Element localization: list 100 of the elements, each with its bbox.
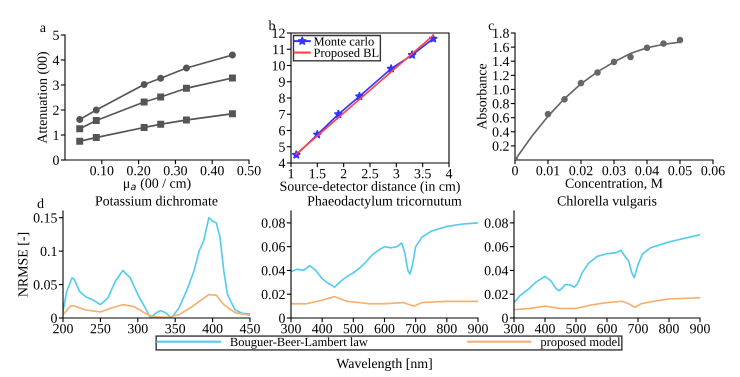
y-tick-label: 0 (53, 156, 59, 165)
y-tick-label: 0.08 (484, 218, 508, 228)
x-tick-label: 1 (288, 169, 294, 178)
x-tick-label: 450 (240, 324, 260, 334)
legend-label: proposed model (540, 337, 620, 349)
chart-title: Phaeodactylum tricornutum (308, 196, 462, 208)
line-series (291, 222, 478, 288)
x-tick-label: 700 (406, 324, 426, 334)
y-tick-label: 1 (54, 130, 59, 140)
chart-title: Chlorella vulgaris (558, 196, 656, 208)
y-tick-label: 0.06 (262, 242, 286, 252)
y-tick-label: 3 (53, 80, 59, 90)
x-tick-label: 400 (534, 324, 555, 334)
y-tick-label: 9 (278, 77, 285, 87)
x-axis-title: μ$_{a}$ (00 / cm) (124, 178, 191, 191)
x-axis-title: Wavelength [nm] (336, 358, 432, 372)
x-axis-title: Concentration, M (566, 178, 663, 190)
x-tick-label: 600 (374, 324, 394, 334)
y-tick-label: 0.8 (492, 99, 509, 109)
x-tick-label: 3 (394, 168, 400, 178)
point (228, 110, 236, 118)
point (627, 54, 634, 60)
x-tick-label: 0.20 (126, 166, 150, 176)
y-tick-label: 0.02 (484, 290, 508, 300)
point (182, 64, 190, 72)
y-tick-label: 0 (51, 314, 57, 323)
y-tick-label: 0.04 (262, 266, 286, 276)
point (644, 44, 650, 52)
text: a (40, 26, 46, 32)
x-tick-label: 900 (468, 324, 488, 334)
y-tick-label: 1.8 (493, 28, 509, 38)
point (561, 96, 568, 103)
point (92, 134, 100, 141)
x-tick-label: 200 (53, 324, 73, 334)
y-tick-label: 0 (502, 314, 508, 323)
y-axis-title: Attenuation (00) (37, 52, 50, 144)
x-tick-label: 2 (340, 168, 346, 178)
text: b (268, 20, 275, 30)
y-tick-label: 0 (279, 314, 285, 323)
line-series (514, 296, 700, 311)
point (610, 58, 618, 66)
legend-label: Proposed BL (314, 48, 378, 60)
y-tick-label: 1.4 (493, 56, 510, 66)
point (157, 94, 164, 100)
y-tick-label: 0.6 (492, 113, 510, 123)
point (76, 125, 84, 132)
x-tick-label: 500 (344, 324, 364, 334)
point (544, 110, 552, 118)
point (140, 124, 148, 131)
point (228, 74, 236, 82)
chart-title: Potassium dichromate (95, 196, 218, 206)
y-tick-label: 5 (53, 30, 59, 40)
x-tick-label: 500 (566, 324, 586, 334)
x-tick-label: 400 (312, 324, 332, 334)
x-tick-label: 0.04 (635, 166, 659, 176)
y-tick-label: 0.02 (262, 290, 285, 300)
x-tick-label: 3.5 (414, 168, 431, 178)
x-tick-label: 0.05 (668, 166, 692, 176)
point (228, 52, 236, 58)
y-tick-label: 0.2 (492, 141, 509, 151)
text: d (38, 198, 44, 208)
y-tick-label: 12 (272, 28, 285, 38)
y-tick-label: 5 (279, 142, 285, 152)
y-tick-label: 1.2 (493, 70, 509, 80)
x-tick-label: 600 (597, 324, 617, 334)
point (76, 138, 84, 145)
x-tick-label: 0.30 (164, 166, 188, 176)
x-tick-label: 900 (690, 324, 710, 334)
point (578, 80, 584, 86)
y-axis-title: Absorbance (476, 64, 486, 130)
line-series (514, 234, 700, 304)
y-tick-label: 0.08 (262, 218, 285, 228)
y-tick-label: 0.06 (484, 242, 508, 252)
point (140, 98, 148, 106)
y-tick-label: 4 (52, 56, 60, 65)
x-tick-label: 250 (90, 324, 110, 334)
x-tick-label: 2.5 (362, 168, 378, 178)
x-tick-label: 0.02 (569, 166, 592, 176)
point (182, 116, 190, 124)
x-tick-label: 300 (281, 324, 301, 334)
x-tick-label: 800 (436, 324, 457, 334)
x-tick-label: 0.50 (237, 166, 261, 176)
x-tick-label: 4 (446, 169, 452, 178)
y-tick-label: 0.15 (34, 213, 57, 223)
text: c (488, 23, 494, 30)
point (676, 36, 684, 44)
x-tick-label: 700 (628, 324, 648, 334)
y-tick-label: 2 (53, 106, 59, 115)
x-tick-label: 1.5 (310, 169, 326, 178)
y-tick-label: 8 (279, 94, 285, 103)
point (76, 116, 84, 123)
y-tick-label: 0.05 (34, 280, 57, 290)
x-axis-title: Source-detector distance (in cm) (280, 181, 460, 194)
x-tick-label: 350 (165, 324, 186, 334)
point (157, 120, 164, 128)
y-tick-label: 11 (273, 44, 285, 54)
point (140, 81, 148, 88)
point (594, 69, 601, 76)
x-tick-label: 0.01 (536, 166, 560, 176)
y-axis-title: NRMSE [-] (18, 232, 30, 297)
